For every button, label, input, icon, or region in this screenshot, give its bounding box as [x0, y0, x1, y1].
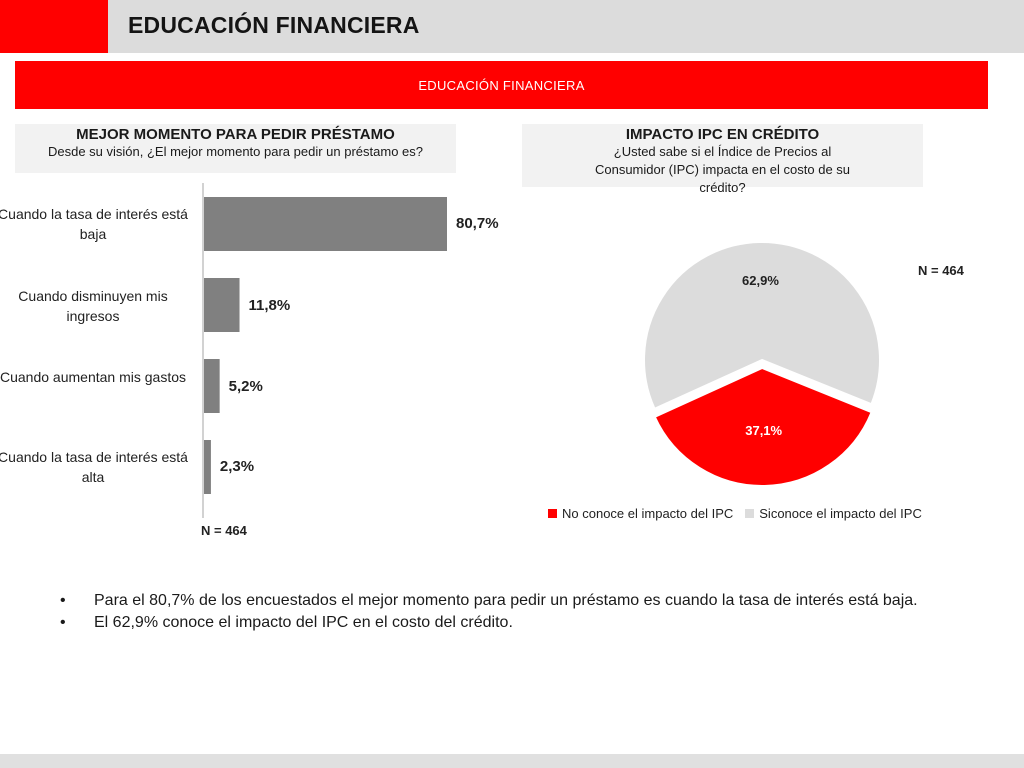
bar-value-label: 11,8%	[248, 297, 291, 314]
right-panel-subtitle: ¿Usted sabe si el Índice de Precios al C…	[594, 144, 851, 195]
header-bar: EDUCACIÓN FINANCIERA	[0, 0, 1024, 53]
bar-category-label: Cuando la tasa de interés está baja	[0, 206, 188, 242]
header-accent	[0, 0, 108, 53]
left-panel-subtitle: Desde su visión, ¿El mejor momento para …	[47, 144, 423, 159]
bar-category-label: Cuando la tasa de interés está alta	[0, 449, 188, 485]
footer-bar	[0, 754, 1024, 768]
left-panel-title: MEJOR MOMENTO PARA PEDIR PRÉSTAMO	[76, 126, 395, 143]
left-panel-header: MEJOR MOMENTO PARA PEDIR PRÉSTAMO Desde …	[15, 124, 456, 173]
bar-chart-n-label: N = 464	[201, 523, 247, 538]
bar-value-label: 5,2%	[228, 378, 263, 395]
bar-value-label: 80,7%	[456, 215, 499, 232]
legend-swatch-red	[548, 509, 557, 518]
summary-bullets: • Para el 80,7% de los encuestados el me…	[60, 590, 960, 634]
pie-legend: No conoce el impacto del IPC Siconoce el …	[548, 506, 934, 521]
bar-category-label: Cuando disminuyen mis ingresos	[18, 288, 168, 324]
legend-item: No conoce el impacto del IPC	[548, 506, 733, 521]
bar	[204, 278, 240, 332]
section-banner: EDUCACIÓN FINANCIERA	[15, 61, 988, 109]
bar-value-label: 2,3%	[219, 458, 255, 475]
bar	[204, 440, 211, 494]
legend-label: No conoce el impacto del IPC	[562, 506, 734, 521]
legend-item: Siconoce el impacto del IPC	[745, 506, 922, 521]
right-panel-title: IMPACTO IPC EN CRÉDITO	[625, 126, 820, 143]
legend-label: Siconoce el impacto del IPC	[759, 506, 922, 521]
right-panel-header: IMPACTO IPC EN CRÉDITO ¿Usted sabe si el…	[522, 124, 923, 195]
bullet-item: • Para el 80,7% de los encuestados el me…	[60, 590, 960, 612]
bullet-item: • El 62,9% conoce el impacto del IPC en …	[60, 612, 960, 634]
bar	[204, 359, 220, 413]
bullet-text: Para el 80,7% de los encuestados el mejo…	[94, 592, 918, 609]
bullet-text: El 62,9% conoce el impacto del IPC en el…	[94, 614, 513, 631]
page-title: EDUCACIÓN FINANCIERA	[128, 12, 420, 38]
bar	[204, 197, 447, 251]
bullet-dot: •	[60, 592, 66, 609]
pie-chart-n-label: N = 464	[918, 263, 964, 278]
legend-swatch-gray	[745, 509, 755, 518]
bar-category-label: Cuando aumentan mis gastos	[0, 369, 186, 385]
bullet-dot: •	[60, 614, 66, 631]
